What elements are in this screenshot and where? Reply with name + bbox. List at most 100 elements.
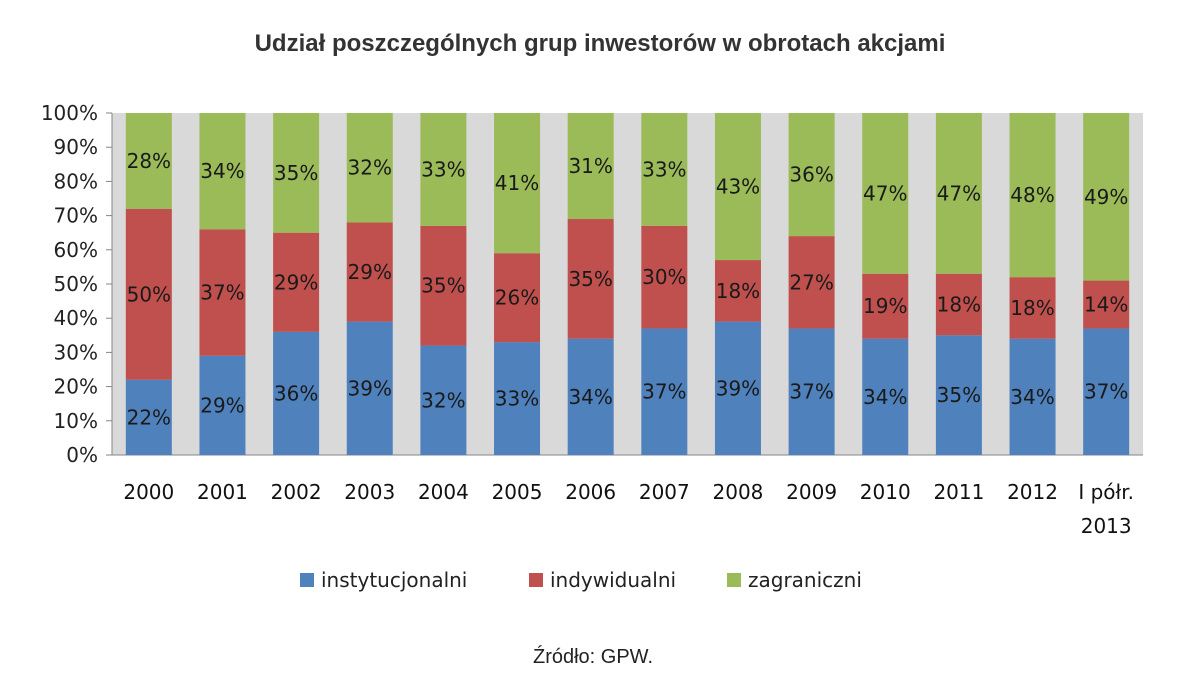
bar-segment (1083, 113, 1130, 281)
source-note: Źródło: GPW. (532, 646, 654, 668)
bar-segment (199, 355, 246, 455)
y-tick-label: 40% (54, 306, 98, 330)
legend-swatch (529, 573, 543, 587)
legend-label: instytucjonalni (321, 568, 467, 592)
bar-segment (641, 225, 688, 329)
x-tick-label: 2009 (786, 480, 837, 504)
y-tick-label: 70% (54, 204, 98, 228)
bar-segment (641, 113, 688, 226)
data-label: 49% (1084, 185, 1128, 209)
bar-segment (1009, 277, 1056, 339)
bar-segment (199, 229, 246, 356)
data-label: 32% (348, 156, 392, 180)
bar-segment (862, 113, 909, 274)
bar-segment (346, 222, 393, 322)
data-label: 18% (716, 279, 760, 303)
bar-segment (273, 113, 320, 233)
data-label: 35% (937, 383, 981, 407)
bar-segment (714, 113, 761, 261)
bar-segment (788, 236, 835, 329)
bar-segment (1009, 113, 1056, 278)
bar-segment (714, 260, 761, 322)
legend-swatch (300, 573, 314, 587)
data-label: 19% (863, 294, 907, 318)
bar-segment (935, 113, 982, 274)
data-label: 36% (274, 381, 318, 405)
data-label: 36% (789, 163, 833, 187)
bar-segment (862, 273, 909, 339)
bar-segment (862, 338, 909, 455)
legend-item: instytucjonalni (300, 568, 467, 592)
bar-segment (788, 113, 835, 237)
data-label: 30% (642, 265, 686, 289)
data-label: 39% (716, 376, 760, 400)
bar-segment (125, 379, 172, 455)
bar-segment (567, 113, 614, 220)
data-label: 47% (937, 181, 981, 205)
bar-segment (125, 208, 172, 380)
legend-label: zagraniczni (748, 568, 862, 592)
data-label: 39% (348, 376, 392, 400)
data-label: 29% (274, 270, 318, 294)
legend-swatch (727, 573, 741, 587)
y-tick-label: 50% (54, 272, 98, 296)
bar-segment (641, 328, 688, 455)
bar-segment (494, 253, 541, 343)
data-label: 34% (863, 385, 907, 409)
bar-segment (346, 321, 393, 455)
y-tick-label: 90% (54, 135, 98, 159)
data-label: 33% (642, 157, 686, 181)
data-label: 28% (127, 149, 171, 173)
data-label: 32% (421, 388, 465, 412)
y-tick-label: 80% (54, 169, 98, 193)
y-tick-label: 20% (54, 375, 98, 399)
bar-segment (273, 331, 320, 455)
data-label: 37% (642, 380, 686, 404)
x-tick-label: I półr. 2013 (1078, 480, 1134, 538)
data-label: 33% (421, 157, 465, 181)
data-label: 35% (568, 267, 612, 291)
x-tick-label: 2005 (492, 480, 543, 504)
bar-segment (935, 273, 982, 336)
bar-segment (567, 338, 614, 455)
bar-segment (494, 113, 541, 254)
x-tick-label: 2004 (418, 480, 469, 504)
data-label: 22% (127, 405, 171, 429)
x-tick-label: 2003 (344, 480, 395, 504)
x-tick-label: 2010 (860, 480, 911, 504)
data-label: 34% (1010, 385, 1054, 409)
data-label: 29% (348, 260, 392, 284)
y-tick-label: 10% (54, 409, 98, 433)
x-tick-label: 2006 (565, 480, 616, 504)
data-label: 35% (274, 161, 318, 185)
bar-segment (714, 321, 761, 455)
legend-item: indywidualni (529, 568, 676, 592)
bar-segment (273, 232, 320, 332)
bar-segment (567, 219, 614, 339)
data-label: 18% (1010, 296, 1054, 320)
data-label: 14% (1084, 293, 1128, 317)
bar-segment (494, 342, 541, 455)
x-tick-label: 2001 (197, 480, 248, 504)
bar-segment (125, 113, 172, 209)
bar-segment (1009, 338, 1056, 455)
data-label: 29% (200, 393, 244, 417)
plot-area (112, 113, 1143, 455)
y-tick-label: 30% (54, 340, 98, 364)
bar-segment (1083, 280, 1130, 329)
x-tick-label: 2008 (713, 480, 764, 504)
legend-item: zagraniczni (727, 568, 862, 592)
x-tick-label: 2002 (271, 480, 322, 504)
bar-segment (346, 113, 393, 223)
data-label: 27% (789, 270, 833, 294)
data-label: 50% (127, 282, 171, 306)
legend-label: indywidualni (550, 568, 676, 592)
bar-segment (420, 225, 467, 346)
data-label: 35% (421, 274, 465, 298)
data-label: 37% (200, 281, 244, 305)
data-label: 31% (568, 154, 612, 178)
x-tick-label: 2011 (933, 480, 984, 504)
x-tick-label: 2007 (639, 480, 690, 504)
